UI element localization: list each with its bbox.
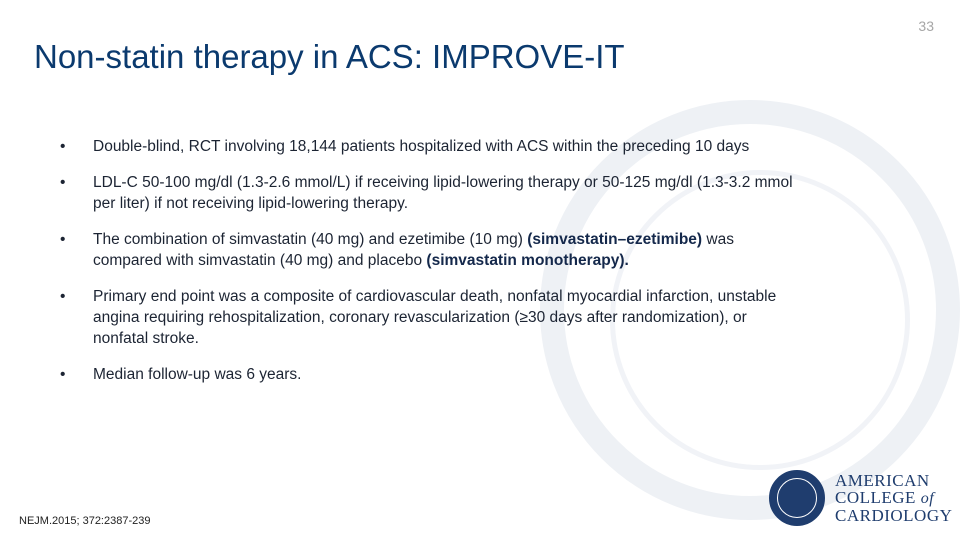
bullet-text: Primary end point was a composite of car…	[93, 288, 777, 347]
bullet-text: Double-blind, RCT involving 18,144 patie…	[93, 138, 750, 155]
logo-line-3: CARDIOLOGY	[835, 506, 953, 525]
logo-wordmark: AMERICAN COLLEGE of CARDIOLOGY	[835, 472, 952, 524]
bullet-text: The combination of simvastatin (40 mg) a…	[93, 231, 528, 248]
logo-line-2-suffix: of	[920, 490, 935, 507]
bullet-text: Median follow-up was 6 years.	[93, 366, 302, 383]
slide-title: Non-statin therapy in ACS: IMPROVE-IT	[34, 38, 625, 75]
bullet-item: The combination of simvastatin (40 mg) a…	[60, 229, 800, 271]
bullet-item: Primary end point was a composite of car…	[60, 286, 800, 349]
acc-seal-icon	[769, 470, 825, 526]
bullet-list: Double-blind, RCT involving 18,144 patie…	[60, 136, 800, 400]
logo-line-2: COLLEGE of	[835, 489, 952, 507]
acc-logo: AMERICAN COLLEGE of CARDIOLOGY	[769, 470, 952, 526]
bullet-item: Median follow-up was 6 years.	[60, 364, 800, 385]
bullet-text: LDL-C 50-100 mg/dl (1.3-2.6 mmol/L) if r…	[93, 174, 793, 212]
bullet-bold-text: (simvastatin monotherapy).	[426, 252, 629, 269]
bullet-text: was compared with simvastatin (40 mg) an…	[93, 231, 734, 269]
bullet-item: Double-blind, RCT involving 18,144 patie…	[60, 136, 800, 157]
citation: NEJM.2015; 372:2387-239	[19, 515, 151, 527]
bullet-bold-text: (simvastatin–ezetimibe)	[527, 231, 703, 248]
logo-line-1: AMERICAN	[835, 471, 930, 490]
bullet-item: LDL-C 50-100 mg/dl (1.3-2.6 mmol/L) if r…	[60, 172, 800, 214]
logo-line-2-text: COLLEGE	[835, 488, 916, 507]
slide-number: 33	[918, 18, 934, 34]
